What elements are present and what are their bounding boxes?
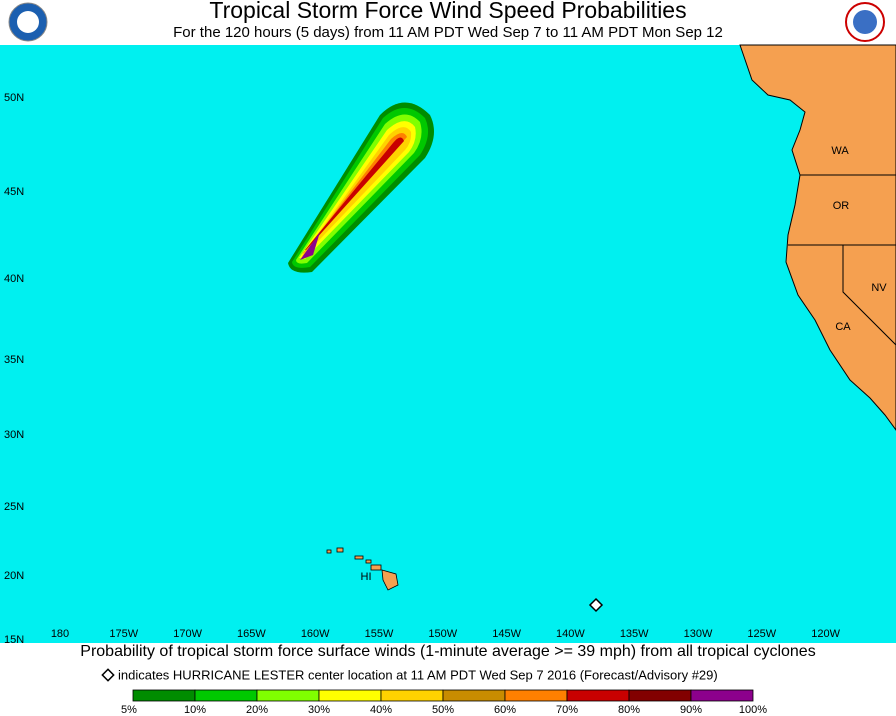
lon-label: 165W [237, 628, 266, 640]
region-label: WA [831, 145, 849, 157]
lon-label: 120W [811, 628, 840, 640]
legend-swatch [504, 689, 568, 702]
lat-label: 30N [4, 429, 24, 441]
lat-label: 50N [4, 92, 24, 104]
legend-swatch [442, 689, 506, 702]
lon-label: 175W [109, 628, 138, 640]
caption: Probability of tropical storm force surf… [80, 643, 815, 660]
legend-label: 5% [121, 704, 137, 716]
subtitle: For the 120 hours (5 days) from 11 AM PD… [173, 24, 723, 41]
legend-swatch [318, 689, 382, 702]
lon-label: 155W [365, 628, 394, 640]
legend-label: 50% [432, 704, 454, 716]
legend-swatch [690, 689, 754, 702]
lon-label: 150W [428, 628, 457, 640]
legend-label: 90% [680, 704, 702, 716]
lon-label: 130W [684, 628, 713, 640]
legend-label: 30% [308, 704, 330, 716]
legend-label: 40% [370, 704, 392, 716]
legend-swatch [380, 689, 444, 702]
lon-label: 125W [747, 628, 776, 640]
region-label: HI [361, 571, 372, 583]
lon-label: 160W [301, 628, 330, 640]
title: Tropical Storm Force Wind Speed Probabil… [209, 0, 686, 23]
lon-label: 170W [173, 628, 202, 640]
lon-label: 140W [556, 628, 585, 640]
note: indicates HURRICANE LESTER center locati… [118, 667, 718, 682]
legend-label: 70% [556, 704, 578, 716]
land [739, 44, 896, 431]
nws-logo-inner [853, 10, 877, 34]
legend-swatch [132, 689, 196, 702]
lat-label: 40N [4, 273, 24, 285]
state-borders [788, 174, 896, 346]
storm-center [588, 597, 604, 613]
legend-swatch [628, 689, 692, 702]
legend-swatch [256, 689, 320, 702]
lat-label: 15N [4, 634, 24, 646]
region-label: NV [871, 282, 887, 294]
map [0, 44, 896, 643]
noaa-logo-inner [17, 11, 39, 33]
lat-label: 20N [4, 570, 24, 582]
probability-swath [288, 102, 434, 273]
legend-label: 80% [618, 704, 640, 716]
hawaii [326, 547, 399, 591]
legend-label: 60% [494, 704, 516, 716]
lon-label: 180 [51, 628, 69, 640]
region-label: CA [835, 321, 851, 333]
legend-label: 20% [246, 704, 268, 716]
ocean [0, 45, 896, 643]
lon-label: 145W [492, 628, 521, 640]
lat-label: 25N [4, 501, 24, 513]
legend-label: 100% [739, 704, 767, 716]
lat-label: 35N [4, 354, 24, 366]
legend-swatch [566, 689, 630, 702]
legend-swatch [194, 689, 258, 702]
note-marker [101, 668, 115, 682]
legend-label: 10% [184, 704, 206, 716]
region-label: OR [833, 200, 850, 212]
lon-label: 135W [620, 628, 649, 640]
lat-label: 45N [4, 186, 24, 198]
